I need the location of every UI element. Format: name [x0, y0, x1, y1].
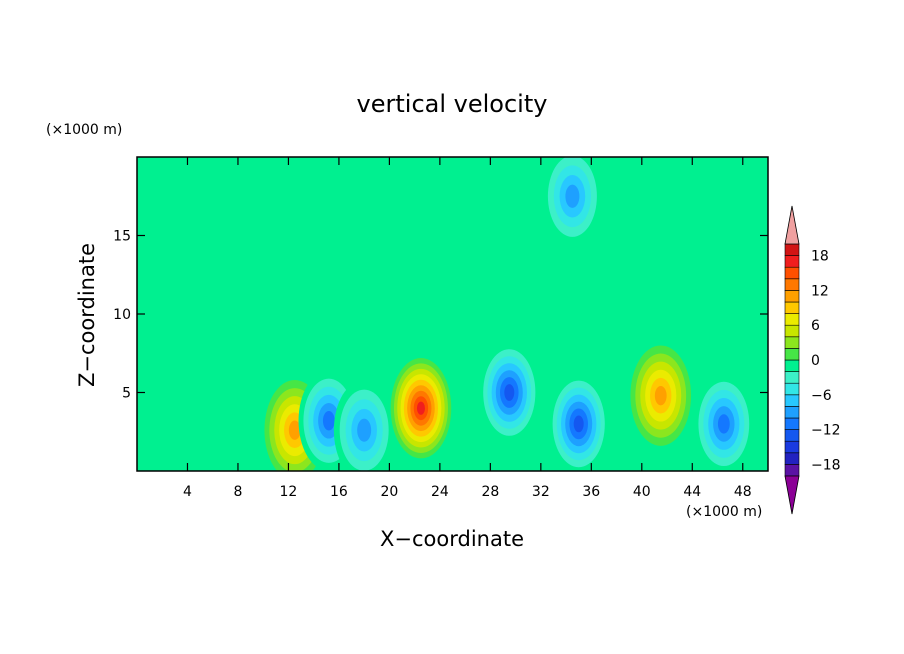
contour-band [416, 401, 425, 415]
x-tick-label: 20 [380, 484, 398, 500]
x-unit-label: (×1000 m) [686, 504, 762, 520]
chart-title: vertical velocity [357, 90, 548, 118]
velocity-cell-4 [390, 358, 452, 459]
colorbar: −18 −12 −6 0 6 12 18 [784, 205, 841, 515]
colorbar-band [784, 324, 800, 338]
colorbar-band [784, 394, 800, 407]
x-tick-label: 12 [280, 484, 298, 500]
colorbar-band [784, 359, 800, 372]
colorbar-band [784, 440, 800, 454]
colorbar-band [784, 464, 800, 477]
x-tick-label: 24 [431, 484, 449, 500]
y-unit-label: (×1000 m) [46, 122, 122, 138]
contour-band [717, 414, 730, 434]
colorbar-tick-label: 0 [811, 353, 820, 369]
colorbar-band [784, 255, 800, 268]
colorbar-tick-label: −12 [811, 423, 841, 439]
colorbar-band [784, 417, 800, 430]
contour-band [357, 418, 372, 442]
velocity-cell-6 [548, 373, 609, 471]
colorbar-arrow-low [784, 475, 800, 515]
colorbar-band [784, 429, 800, 442]
y-axis-ticks: 5 10 15 [113, 229, 768, 402]
colorbar-tick-label: 6 [811, 318, 820, 334]
colorbar-band [784, 406, 800, 419]
x-tick-label: 28 [481, 484, 499, 500]
x-tick-label: 8 [233, 484, 242, 500]
contour-band [322, 411, 335, 431]
y-tick-label: 5 [122, 386, 131, 402]
x-tick-label: 36 [582, 484, 600, 500]
contour-band [573, 415, 584, 433]
contour-band [504, 384, 515, 401]
x-tick-label: 16 [330, 484, 348, 500]
colorbar-arrow-high [784, 205, 800, 245]
contour-band [654, 385, 667, 406]
velocity-cell-7 [630, 345, 692, 446]
x-tick-label: 32 [532, 484, 550, 500]
x-tick-label: 4 [183, 484, 192, 500]
colorbar-band [784, 336, 800, 349]
velocity-cell-5 [478, 342, 540, 443]
colorbar-tick-label: 18 [811, 249, 829, 265]
contour-band [288, 420, 301, 440]
y-axis-label: Z−coordinate [75, 243, 99, 387]
colorbar-band [784, 301, 800, 314]
colorbar-tick-label: 12 [811, 283, 829, 299]
colorbar-band [784, 266, 800, 280]
contour-band [565, 184, 580, 208]
colorbar-band [784, 313, 800, 326]
y-tick-label: 15 [113, 229, 131, 245]
contour-field [264, 157, 755, 471]
colorbar-band [784, 452, 800, 465]
velocity-cell-8 [693, 373, 755, 471]
colorbar-band [784, 348, 800, 361]
colorbar-band [784, 243, 800, 256]
velocity-cell-9 [542, 157, 603, 247]
x-axis-label: X−coordinate [380, 527, 524, 551]
colorbar-tick-label: −18 [811, 457, 841, 473]
x-tick-label: 44 [683, 484, 701, 500]
colorbar-band [784, 290, 800, 303]
colorbar-tick-label: −6 [811, 388, 832, 404]
colorbar-band [784, 382, 800, 396]
x-tick-label: 48 [734, 484, 752, 500]
colorbar-band [784, 371, 800, 384]
x-axis-ticks: 4 8 12 16 20 24 28 32 36 40 44 48 [183, 157, 752, 500]
x-tick-label: 40 [633, 484, 651, 500]
velocity-cell-3 [333, 379, 395, 471]
y-tick-label: 10 [113, 307, 131, 323]
colorbar-band [784, 278, 800, 291]
